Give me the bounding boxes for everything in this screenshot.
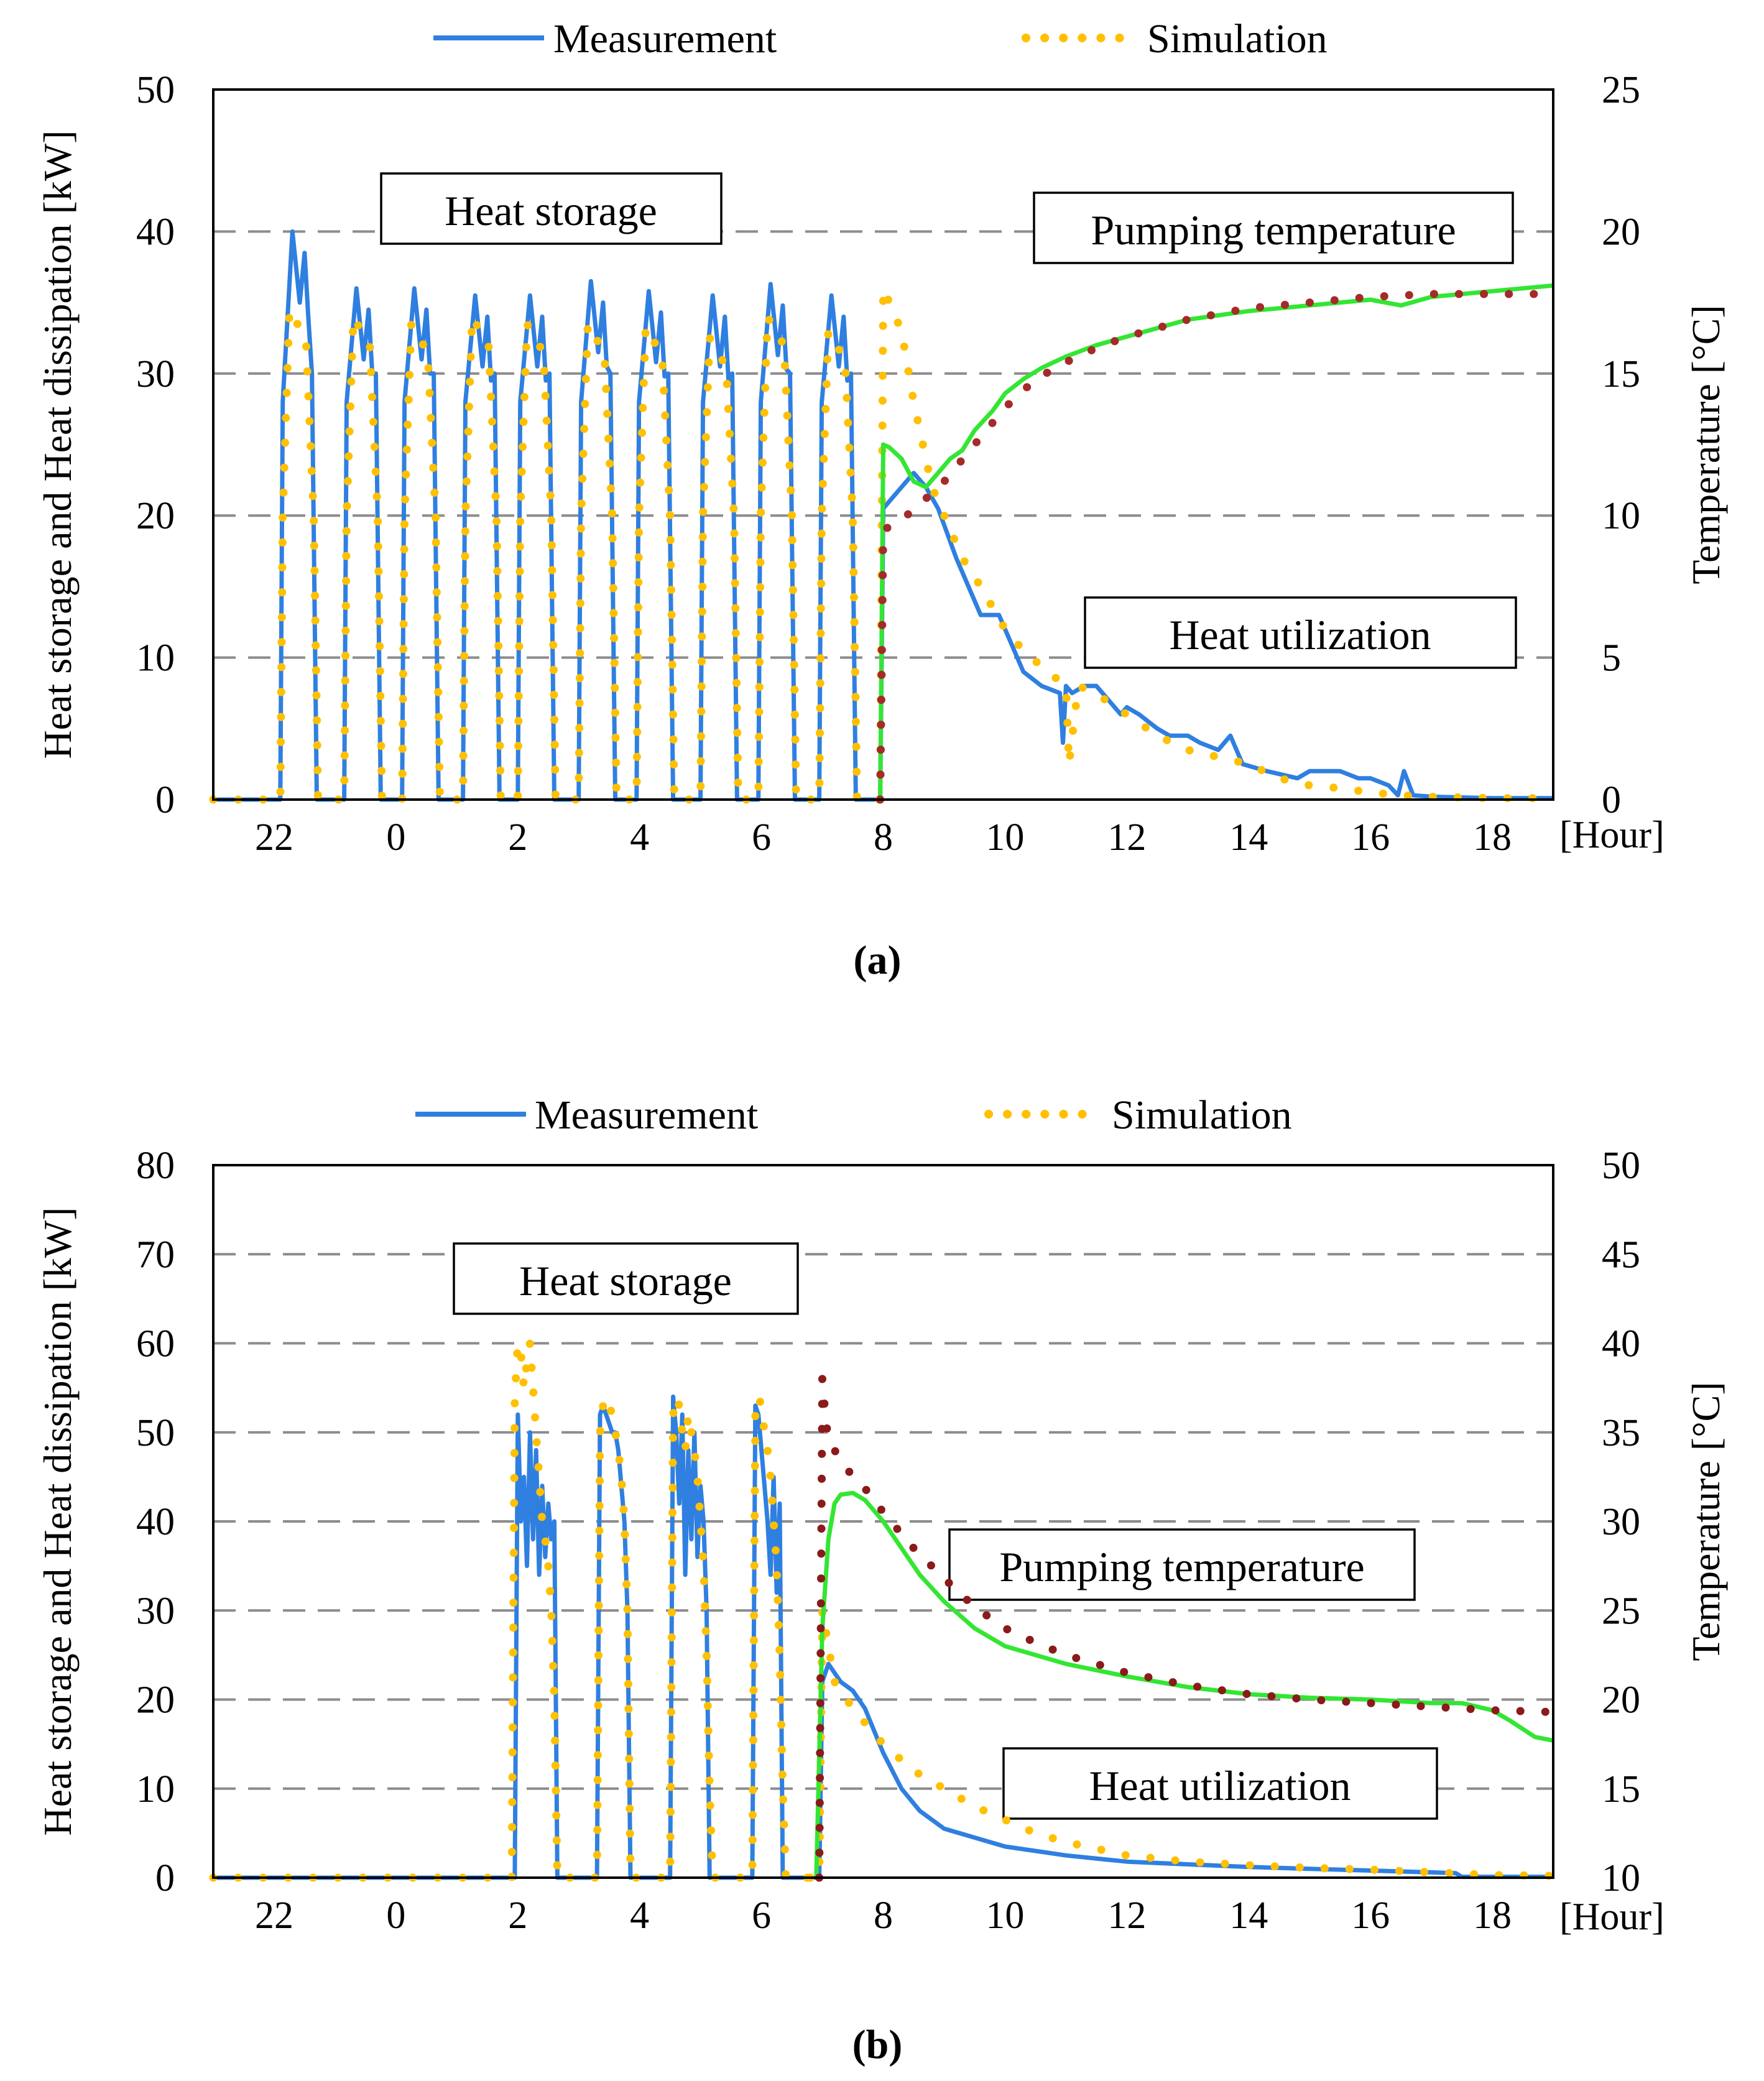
caption-a: (a): [854, 938, 902, 983]
x-tick-label: 16: [1351, 1894, 1390, 1937]
x-tick-label: 0: [386, 816, 405, 859]
x-tick-label: 14: [1229, 816, 1268, 859]
annotation-pumping-temperature-a: Pumping temperature: [1033, 191, 1514, 264]
annotation-pumping-temperature-text: Pumping temperature: [999, 1543, 1364, 1590]
annotation-heat-storage-text: Heat storage: [445, 187, 657, 234]
x-tick-label: 0: [386, 1894, 405, 1937]
y2-tick-label: 50: [1602, 1145, 1640, 1187]
y-ticks-a: 0 10 20 30 40 50: [136, 69, 175, 821]
x-tick-label: 6: [752, 816, 771, 859]
series-line-simulation-pumping-temperature: [876, 290, 1558, 804]
x-unit-b: [Hour]: [1559, 1896, 1665, 1938]
x-ticks-a: 22 0 2 4 6 8 10 12 14 16 18: [255, 816, 1512, 859]
annotation-heat-storage-b: Heat storage: [453, 1242, 799, 1315]
annotation-heat-storage-text: Heat storage: [519, 1257, 732, 1304]
annotation-heat-utilization-text: Heat utilization: [1169, 611, 1431, 658]
y-tick-label: 40: [136, 1501, 175, 1543]
series-line-simulation-heat-utilization: [806, 1606, 1558, 1882]
series-line-measurement-pumping-temperature: [878, 283, 1554, 800]
y-tick-label: 70: [136, 1234, 175, 1276]
y2-tick-label: 25: [1602, 1590, 1640, 1632]
panel-b-chart: Measurement Simulation Heat storage Pump…: [35, 1092, 1728, 2067]
annotation-pumping-temperature-text: Pumping temperature: [1091, 206, 1456, 254]
x-tick-label: 6: [752, 1894, 771, 1937]
plot-frame-b: [212, 1164, 1554, 1879]
y2-ticks-b: 10 15 20 25 30 35 40 45 50: [1602, 1145, 1640, 1899]
y2-tick-label: 35: [1602, 1412, 1640, 1454]
y2-tick-label: 20: [1602, 1679, 1640, 1722]
caption-b: (b): [852, 2022, 903, 2067]
series-line-measurement-heat-utilization: [878, 471, 1553, 801]
y2-tick-label: 30: [1602, 1501, 1640, 1543]
annotation-heat-storage-a: Heat storage: [380, 172, 723, 245]
series-line-simulation-heat-storage: [209, 305, 885, 804]
y-tick-label: 80: [136, 1145, 175, 1187]
x-tick-label: 4: [630, 816, 649, 859]
y-tick-label: 0: [155, 779, 175, 821]
legend-simulation-label: Simulation: [1147, 16, 1328, 62]
x-tick-label: 8: [874, 1894, 893, 1937]
series-line-simulation-heat-storage: [209, 1339, 815, 1882]
y-axis-title-b: Heat storage and Heat dissipation [kW]: [35, 1207, 80, 1835]
y-tick-label: 10: [136, 637, 175, 680]
y-tick-label: 50: [136, 69, 175, 111]
plot-frame-a: [212, 88, 1554, 801]
y-axis-title-a: Heat storage and Heat dissipation [kW]: [35, 130, 80, 759]
x-tick-label: 22: [255, 816, 293, 859]
series-line-simulation-heat-utilization: [876, 284, 1558, 804]
x-tick-label: 18: [1473, 1894, 1512, 1937]
y2-ticks-a: 0 5 10 15 20 25: [1602, 69, 1640, 821]
series-line-measurement-heat-utilization: [810, 1661, 1553, 1880]
legend-simulation-label: Simulation: [1112, 1092, 1292, 1138]
x-tick-label: 18: [1473, 816, 1512, 859]
x-tick-label: 10: [986, 816, 1024, 859]
x-tick-label: 10: [986, 1894, 1024, 1937]
annotation-heat-utilization-a: Heat utilization: [1084, 596, 1517, 669]
annotation-heat-utilization-text: Heat utilization: [1089, 1762, 1351, 1809]
panel-a-chart: Measurement Simulation Heat storage Pump…: [35, 16, 1728, 983]
x-ticks-b: 22 0 2 4 6 8 10 12 14 16 18: [255, 1894, 1512, 1937]
y2-tick-label: 15: [1602, 1768, 1640, 1811]
y2-tick-label: 25: [1602, 69, 1640, 111]
x-tick-label: 12: [1107, 1894, 1146, 1937]
y-tick-label: 20: [136, 1679, 175, 1722]
y-tick-label: 60: [136, 1323, 175, 1365]
x-tick-label: 8: [874, 816, 893, 859]
y2-tick-label: 5: [1602, 637, 1621, 680]
legend-measurement-label: Measurement: [553, 16, 777, 62]
x-tick-label: 22: [255, 1894, 293, 1937]
y-tick-label: 50: [136, 1412, 175, 1454]
y-tick-label: 0: [155, 1857, 175, 1899]
y-tick-label: 30: [136, 353, 175, 395]
legend-a: Measurement Simulation: [433, 16, 1328, 62]
x-tick-label: 16: [1351, 816, 1390, 859]
y-tick-label: 20: [136, 495, 175, 537]
annotation-pumping-temperature-b: Pumping temperature: [948, 1528, 1416, 1601]
x-tick-label: 4: [630, 1894, 649, 1937]
y-ticks-b: 0 10 20 30 40 50 60 70 80: [136, 1145, 175, 1899]
series-a: [209, 229, 1558, 804]
x-tick-label: 2: [508, 816, 527, 859]
y2-axis-title-b: Temperature [°C]: [1684, 1382, 1728, 1661]
legend-measurement-label: Measurement: [535, 1092, 758, 1138]
series-line-measurement-pumping-temperature: [814, 1490, 1554, 1878]
y2-tick-label: 45: [1602, 1234, 1640, 1276]
x-tick-label: 12: [1107, 816, 1146, 859]
y2-tick-label: 10: [1602, 1857, 1640, 1899]
y-tick-label: 30: [136, 1590, 175, 1632]
y2-tick-label: 20: [1602, 211, 1640, 253]
y-tick-label: 10: [136, 1768, 175, 1811]
legend-b: Measurement Simulation: [415, 1092, 1292, 1138]
annotation-heat-utilization-b: Heat utilization: [1002, 1747, 1438, 1820]
y2-axis-title-a: Temperature [°C]: [1684, 305, 1728, 584]
x-unit-a: [Hour]: [1559, 814, 1665, 856]
y2-tick-label: 40: [1602, 1323, 1640, 1365]
y2-tick-label: 0: [1602, 779, 1621, 821]
y2-tick-label: 15: [1602, 353, 1640, 395]
x-tick-label: 14: [1229, 1894, 1268, 1937]
y2-tick-label: 10: [1602, 495, 1640, 537]
x-tick-label: 2: [508, 1894, 527, 1937]
y-tick-label: 40: [136, 211, 175, 253]
